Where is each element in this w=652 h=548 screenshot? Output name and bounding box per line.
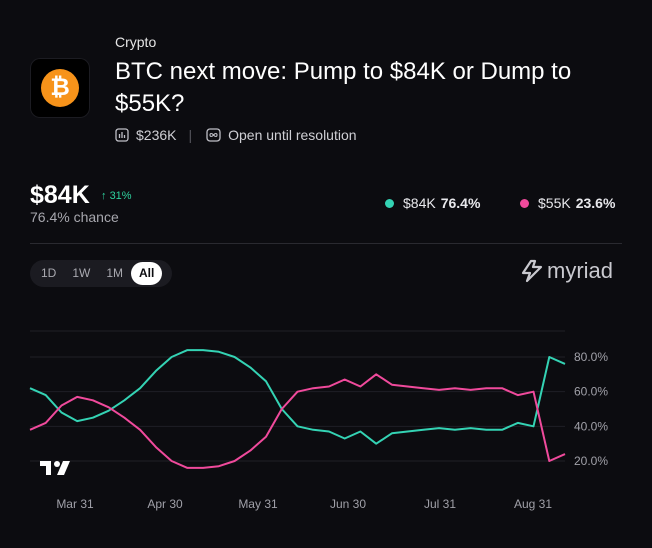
tradingview-logo-icon: [40, 461, 70, 475]
series-line-dump: [29, 373, 566, 469]
range-tab-1d[interactable]: 1D: [41, 266, 57, 280]
range-tab-all[interactable]: All: [131, 262, 163, 285]
leading-outcome-price: $84K: [30, 181, 90, 209]
brand-name: myriad: [547, 258, 614, 283]
x-axis-ticks: Mar 31 Apr 30 May 31 Jun 30 Jul 31 Aug 31: [56, 497, 552, 511]
legend-value: 76.4%: [440, 195, 481, 211]
market-meta: $236K | Open until resolution: [115, 127, 357, 143]
market-category[interactable]: Crypto: [115, 34, 157, 50]
resolution-status: Open until resolution: [228, 127, 357, 143]
x-tick-label: Jun 30: [330, 497, 366, 511]
x-tick-label: Apr 30: [147, 497, 183, 511]
legend-label: $55K: [538, 195, 571, 211]
price-chart: 80.0% 60.0% 40.0% 20.0% Mar 31 Apr 30 May 31 J…: [29, 330, 608, 511]
y-axis-ticks: 80.0% 60.0% 40.0% 20.0%: [574, 350, 608, 468]
x-tick-label: Aug 31: [514, 497, 552, 511]
legend-value: 23.6%: [575, 195, 616, 211]
chart-grid: [30, 330, 565, 462]
price-change: ↑ 31%: [101, 190, 132, 202]
myriad-logo-icon: [521, 259, 543, 283]
meta-separator: |: [188, 127, 193, 143]
bitcoin-icon: ₿: [41, 69, 79, 107]
divider: [30, 243, 622, 244]
market-title: BTC next move: Pump to $84K or Dump to $…: [115, 58, 572, 117]
volume-value: $236K: [136, 127, 177, 143]
x-tick-label: Jul 31: [424, 497, 456, 511]
y-tick-label: 40.0%: [574, 419, 608, 433]
outcome-chance: 76.4% chance: [30, 209, 119, 225]
range-tab-1w[interactable]: 1W: [72, 266, 91, 280]
brand-logo: myriad: [521, 258, 613, 284]
arrow-up-icon: ↑: [101, 190, 107, 202]
y-tick-label: 80.0%: [574, 350, 608, 364]
chart-series: [29, 349, 566, 469]
infinity-icon: [206, 128, 221, 142]
range-tab-1m[interactable]: 1M: [106, 266, 124, 280]
legend-item-55k: $55K 23.6%: [520, 195, 615, 211]
legend-dot-icon: [385, 198, 394, 208]
y-tick-label: 20.0%: [574, 454, 608, 468]
legend-label: $84K: [403, 195, 436, 211]
series-line-pump: [29, 349, 566, 445]
price-change-value: 31%: [109, 190, 132, 202]
x-tick-label: Mar 31: [56, 497, 94, 511]
x-tick-label: May 31: [238, 497, 278, 511]
legend-item-84k: $84K 76.4%: [385, 195, 480, 211]
y-tick-label: 60.0%: [574, 385, 608, 399]
market-logo: ₿: [30, 58, 90, 118]
volume-icon: [115, 128, 129, 142]
time-range-selector: 1D 1W 1M All: [30, 260, 172, 287]
legend-dot-icon: [520, 198, 529, 208]
